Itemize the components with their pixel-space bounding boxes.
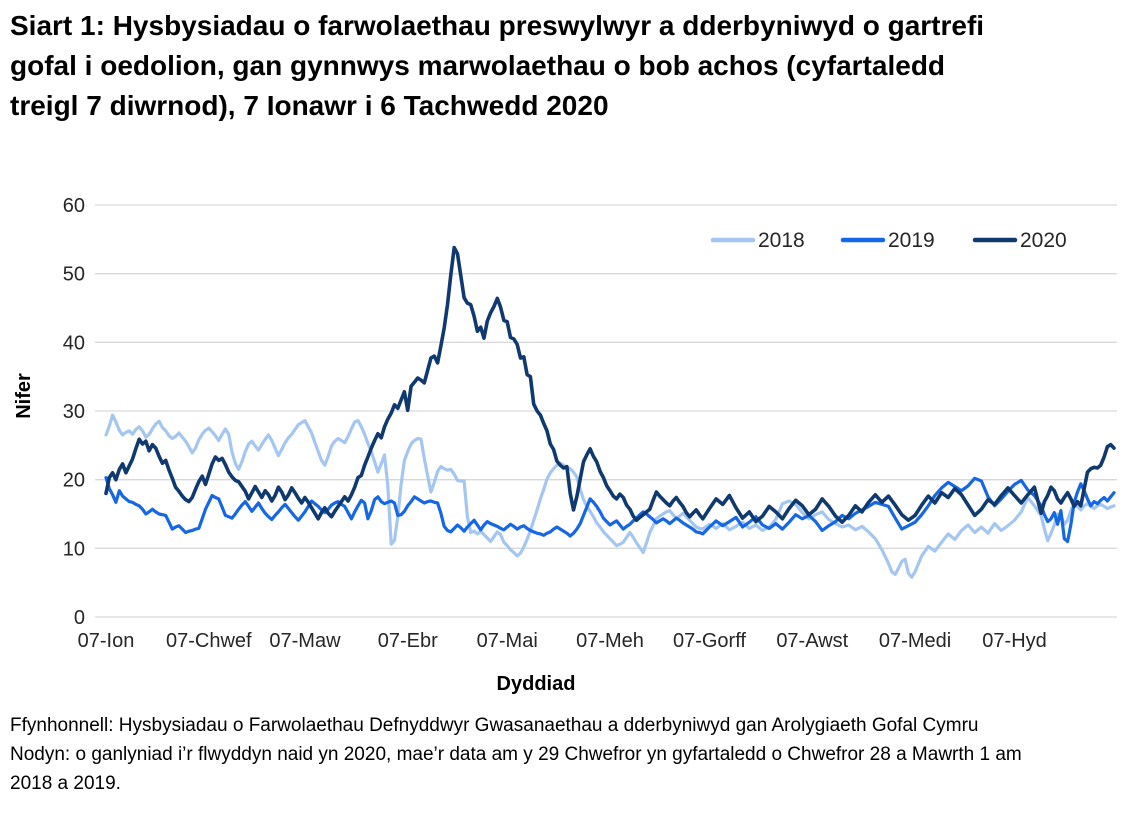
series-line-2020 — [104, 245, 1116, 525]
legend-item-2018: 2018 — [710, 229, 805, 252]
x-tick-label: 07-Medi — [879, 630, 951, 652]
x-tick-label: 07-Hyd — [982, 630, 1046, 652]
leap-year-note: Nodyn: o ganlyniad i’r flwyddyn naid yn … — [10, 744, 1022, 794]
chart-footnotes: Ffynhonnell: Hysbysiadau o Farwolaethau … — [10, 711, 1030, 798]
legend-label-2018: 2018 — [758, 229, 805, 252]
y-axis-title: Nifer — [13, 373, 35, 419]
series-lines — [104, 245, 1116, 579]
legend-label-2020: 2020 — [1020, 229, 1067, 252]
x-tick-label: 07-Ebr — [378, 630, 438, 652]
y-tick-label: 60 — [63, 195, 85, 217]
legend: 2018 2019 2020 — [710, 229, 1067, 252]
x-tick-label: 07-Chwef — [166, 630, 252, 652]
y-tick-label: 50 — [63, 264, 85, 286]
x-tick-label: 07-Maw — [269, 630, 341, 652]
y-tick-label: 30 — [63, 401, 85, 423]
legend-label-2019: 2019 — [888, 229, 935, 252]
x-tick-label: 07-Ion — [78, 630, 135, 652]
source-note: Ffynhonnell: Hysbysiadau o Farwolaethau … — [10, 715, 979, 736]
chart-title: Siart 1: Hysbysiadau o farwolaethau pres… — [10, 10, 985, 121]
legend-item-2019: 2019 — [840, 229, 935, 252]
y-tick-label: 40 — [63, 332, 85, 354]
x-tick-label: 07-Awst — [776, 630, 848, 652]
x-tick-label: 07-Gorff — [673, 630, 746, 652]
x-tick-label: 07-Mai — [477, 630, 538, 652]
gridlines — [95, 204, 1117, 618]
series-line-2018 — [104, 413, 1116, 579]
y-tick-label: 20 — [63, 470, 85, 492]
x-tick-label: 07-Meh — [576, 630, 644, 652]
series-line-2019 — [104, 476, 1116, 544]
x-axis-title: Dyddiad — [497, 673, 576, 695]
y-axis-tick-labels: 0 10 20 30 40 50 60 — [63, 195, 85, 629]
legend-item-2020: 2020 — [972, 229, 1067, 252]
y-tick-label: 0 — [74, 607, 85, 629]
y-tick-label: 10 — [63, 538, 85, 560]
chart-area: 0 10 20 30 40 50 60 07-Ion 07-Chwef 07-Maw 07-Ebr 0… — [0, 185, 1132, 705]
x-axis-tick-labels: 07-Ion 07-Chwef 07-Maw 07-Ebr 07-Mai 07-Meh 07… — [78, 630, 1047, 652]
